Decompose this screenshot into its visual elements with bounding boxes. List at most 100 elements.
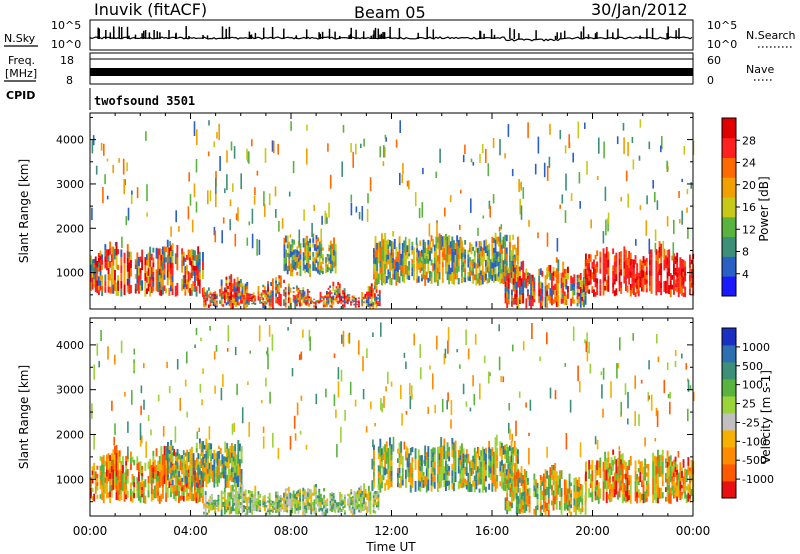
heatmap-cell <box>398 483 401 489</box>
heatmap-cell <box>299 488 301 493</box>
heatmap-cell <box>264 148 267 163</box>
heatmap-cell <box>593 289 595 297</box>
heatmap-cell <box>541 270 544 277</box>
heatmap-cell <box>150 279 153 287</box>
heatmap-cell <box>669 455 672 461</box>
heatmap-cell <box>462 276 465 282</box>
heatmap-cell <box>448 485 451 491</box>
heatmap-cell <box>167 469 169 475</box>
heatmap-cell <box>94 256 97 266</box>
heatmap-cell <box>356 300 359 302</box>
heatmap-cell <box>309 268 311 273</box>
heatmap-cell <box>209 291 212 294</box>
heatmap-cell <box>433 276 436 283</box>
heatmap-cell <box>593 259 595 267</box>
heatmap-cell <box>572 152 574 163</box>
heatmap-cell <box>687 457 690 466</box>
heatmap-cell <box>204 303 207 306</box>
heatmap-cell <box>168 480 171 488</box>
heatmap-cell <box>215 300 218 303</box>
heatmap-cell <box>99 265 102 271</box>
heatmap-cell <box>430 485 433 492</box>
heatmap-cell <box>510 271 513 283</box>
heatmap-cell <box>414 192 417 207</box>
heatmap-cell <box>496 273 499 282</box>
heatmap-cell <box>374 243 377 251</box>
heatmap-cell <box>658 241 661 247</box>
heatmap-cell <box>488 249 491 255</box>
heatmap-cell <box>634 292 637 297</box>
heatmap-cell <box>228 292 231 296</box>
heatmap-cell <box>329 245 332 250</box>
heatmap-cell <box>323 505 325 509</box>
heatmap-cell <box>231 300 234 303</box>
heatmap-cell <box>494 478 497 492</box>
heatmap-cell <box>134 259 137 265</box>
heatmap-cell <box>118 469 121 476</box>
heatmap-cell <box>235 454 238 466</box>
heatmap-cell <box>496 461 499 469</box>
heatmap-cell <box>375 491 378 494</box>
heatmap-cell <box>313 306 316 308</box>
heatmap-cell <box>539 505 542 511</box>
heatmap-cell <box>170 245 172 251</box>
heatmap-cell <box>346 301 349 305</box>
heatmap-cell <box>214 508 217 512</box>
heatmap-cell <box>152 262 155 268</box>
heatmap-cell <box>457 457 460 466</box>
heatmap-cell <box>610 484 613 493</box>
heatmap-cell <box>669 498 672 504</box>
heatmap-cell <box>214 502 217 506</box>
heatmap-cell <box>262 502 265 505</box>
heatmap-cell <box>320 240 323 244</box>
heatmap-cell <box>464 254 467 259</box>
heatmap-cell <box>656 200 659 210</box>
heatmap-cell <box>385 247 388 255</box>
heatmap-cell <box>227 301 229 305</box>
heatmap-cell <box>231 448 233 453</box>
heatmap-cell <box>549 295 552 304</box>
heatmap-cell <box>207 468 209 474</box>
heatmap-cell <box>494 260 497 268</box>
heatmap-cell <box>605 469 608 481</box>
heatmap-cell <box>481 256 484 266</box>
heatmap-cell <box>186 456 189 464</box>
heatmap-cell <box>120 265 123 273</box>
heatmap-cell <box>615 288 618 296</box>
heatmap-cell <box>255 498 258 505</box>
heatmap-cell <box>313 484 316 489</box>
heatmap-cell <box>367 491 370 497</box>
heatmap-cell <box>613 456 616 465</box>
heatmap-cell <box>541 504 544 510</box>
heatmap-cell <box>283 279 285 283</box>
heatmap-cell <box>613 255 616 262</box>
heatmap-cell <box>472 259 475 264</box>
heatmap-cell <box>296 271 299 276</box>
heatmap-cell <box>95 165 98 175</box>
heatmap-cell <box>673 263 675 274</box>
heatmap-cell <box>275 286 277 291</box>
heatmap-cell <box>448 446 451 452</box>
heatmap-cell <box>588 258 591 263</box>
heatmap-cell <box>605 279 608 286</box>
heatmap-cell <box>340 295 343 299</box>
heatmap-cell <box>328 248 331 252</box>
heatmap-cell <box>181 462 184 467</box>
heatmap-cell <box>178 491 180 497</box>
heatmap-cell <box>438 241 441 249</box>
heatmap-cell <box>244 287 247 291</box>
heatmap-cell <box>669 281 672 289</box>
heatmap-cell <box>118 482 121 489</box>
heatmap-cell <box>224 461 227 466</box>
heatmap-cell <box>202 456 205 465</box>
heatmap-cell <box>473 256 476 263</box>
heatmap-cell <box>427 406 429 414</box>
heatmap-cell <box>591 265 594 269</box>
heatmap-cell <box>209 503 212 507</box>
heatmap-cell <box>251 300 253 302</box>
heatmap-cell <box>101 285 104 291</box>
heatmap-cell <box>221 230 223 244</box>
heatmap-cell <box>564 210 567 223</box>
heatmap-cell <box>239 299 242 304</box>
heatmap-cell <box>669 493 672 499</box>
